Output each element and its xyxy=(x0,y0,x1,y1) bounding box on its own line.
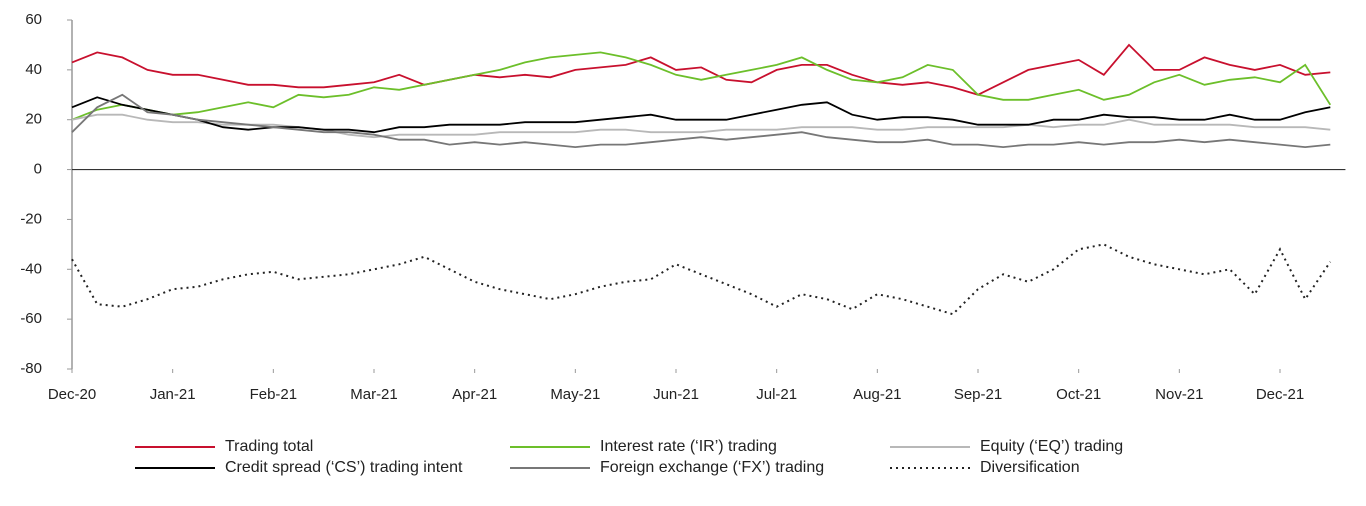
legend-label: Interest rate (‘IR’) trading xyxy=(600,438,777,455)
x-tick-label: Oct-21 xyxy=(1056,386,1101,403)
series-line xyxy=(71,113,1331,139)
x-tick-label: Mar-21 xyxy=(350,386,398,403)
series-line xyxy=(71,43,1331,96)
y-tick-label: -80 xyxy=(20,360,42,377)
x-tick-label: Jan-21 xyxy=(150,386,196,403)
y-tick-label: 40 xyxy=(25,61,42,78)
series-line xyxy=(71,96,1331,134)
x-tick-label: May-21 xyxy=(550,386,600,403)
x-tick-label: Jul-21 xyxy=(756,386,797,403)
series-line xyxy=(71,51,1332,121)
x-tick-label: Feb-21 xyxy=(250,386,298,403)
x-tick-label: Nov-21 xyxy=(1155,386,1203,403)
x-tick-label: Dec-21 xyxy=(1256,386,1304,403)
x-tick-label: Sep-21 xyxy=(954,386,1002,403)
x-tick-label: Jun-21 xyxy=(653,386,699,403)
series-line xyxy=(71,243,1332,316)
x-tick-label: Apr-21 xyxy=(452,386,497,403)
legend-label: Trading total xyxy=(225,438,313,455)
y-tick-label: 0 xyxy=(34,161,42,178)
legend-label: Diversification xyxy=(980,459,1080,476)
y-tick-label: 20 xyxy=(25,111,42,128)
y-tick-label: -20 xyxy=(20,210,42,227)
y-tick-label: 60 xyxy=(25,11,42,28)
x-tick-label: Aug-21 xyxy=(853,386,901,403)
series-line xyxy=(71,93,1331,149)
legend-label: Credit spread (‘CS’) trading intent xyxy=(225,459,463,476)
legend-label: Equity (‘EQ’) trading xyxy=(980,438,1123,455)
x-tick-label: Dec-20 xyxy=(48,386,96,403)
y-tick-label: -40 xyxy=(20,260,42,277)
y-tick-label: -60 xyxy=(20,310,42,327)
legend-label: Foreign exchange (‘FX’) trading xyxy=(600,459,824,476)
